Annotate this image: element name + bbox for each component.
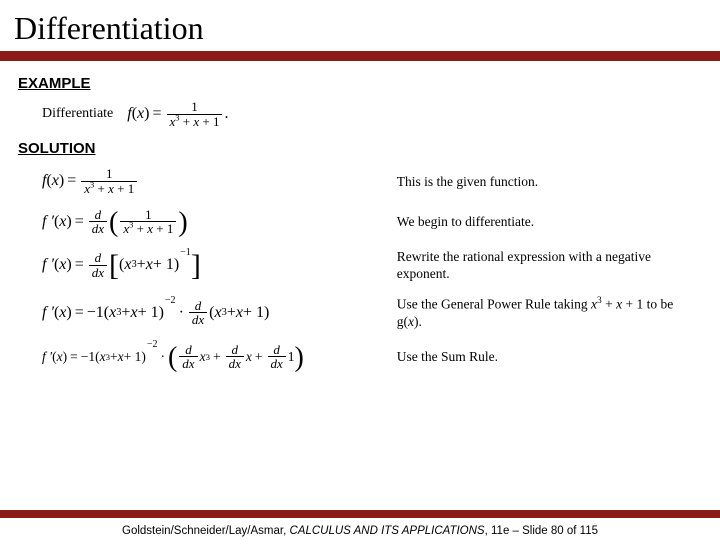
step-row: f ′(x) = −1(x3 + x + 1) −2 · ( d dx x3 +… [0,337,720,377]
step-5-formula: f ′(x) = −1(x3 + x + 1) −2 · ( d dx x3 +… [42,343,304,371]
title-rule [0,51,720,61]
step-row: f ′(x) = d dx ( 1 x3 + x + 1 ) We begin … [0,202,720,242]
example-prompt: Differentiate f(x) = 1 x3 + x + 1 . [0,96,720,134]
footer-text: Goldstein/Schneider/Lay/Asmar, CALCULUS … [0,525,720,537]
step-row: f ′(x) = d dx [ (x3 + x + 1) −1 ] Rewrit… [0,242,720,289]
step-row: f(x) = 1 x3 + x + 1 This is the given fu… [0,161,720,201]
step-2-formula: f ′(x) = d dx ( 1 x3 + x + 1 ) [42,208,188,236]
step-3-text: Rewrite the rational expression with a n… [389,242,720,289]
step-4-formula: f ′(x) = −1(x3 + x + 1) −2 · d dx (x3 + … [42,299,269,327]
footer-rule [0,510,720,518]
step-3-formula: f ′(x) = d dx [ (x3 + x + 1) −1 ] [42,251,201,279]
step-1-formula: f(x) = 1 x3 + x + 1 [42,167,139,195]
prompt-text: Differentiate [42,106,113,122]
example-formula: f(x) = 1 x3 + x + 1 . [127,100,228,128]
step-4-text: Use the General Power Rule taking x3 + x… [389,289,720,337]
slide-title: Differentiation [0,0,720,51]
step-2-text: We begin to differentiate. [389,202,720,242]
step-row: f ′(x) = −1(x3 + x + 1) −2 · d dx (x3 + … [0,289,720,337]
solution-steps: f(x) = 1 x3 + x + 1 This is the given fu… [0,161,720,377]
solution-label: SOLUTION [0,134,720,161]
example-label: EXAMPLE [0,69,720,96]
step-5-text: Use the Sum Rule. [389,337,720,377]
step-1-text: This is the given function. [389,161,720,201]
